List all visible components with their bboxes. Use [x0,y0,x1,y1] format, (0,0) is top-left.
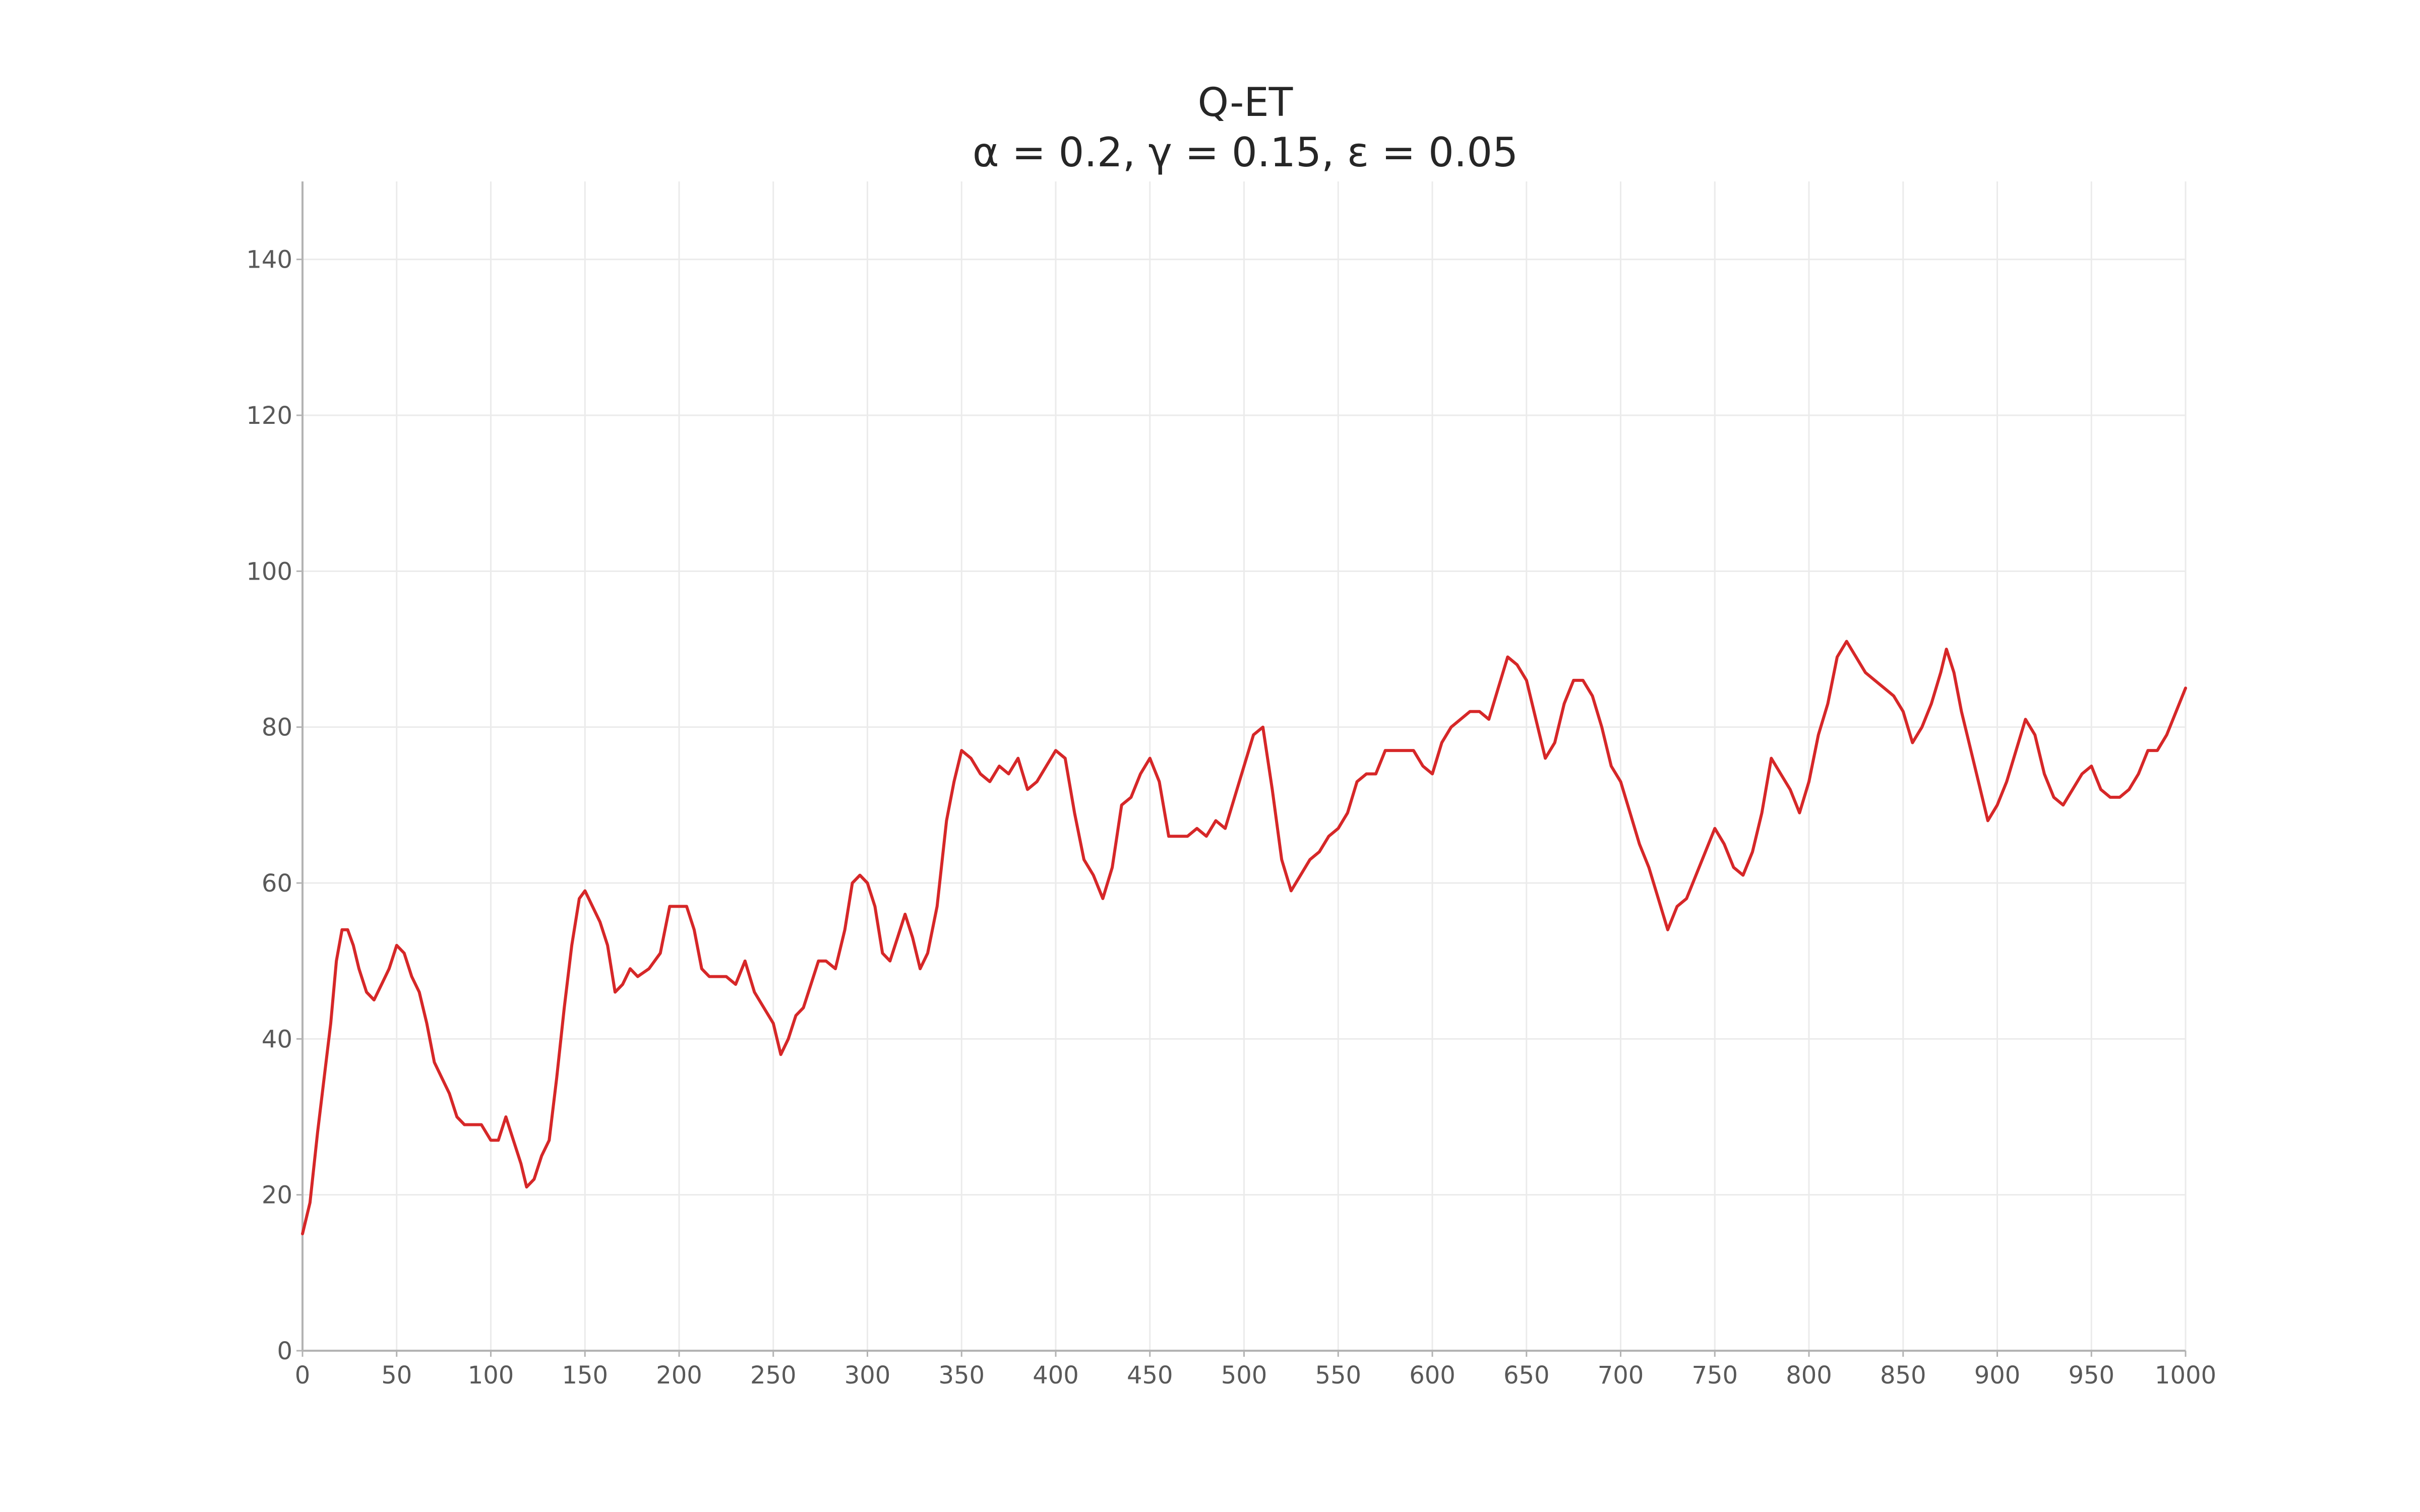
x-tick-label: 800 [1786,1361,1832,1390]
chart-subtitle: α = 0.2, γ = 0.15, ε = 0.05 [973,129,1518,176]
x-tick-label: 650 [1503,1361,1550,1390]
y-tick-label: 80 [262,714,292,742]
x-tick-label: 750 [1691,1361,1738,1390]
series-group [301,640,2187,1235]
y-tick-label: 0 [277,1337,292,1365]
y-tick-label: 40 [262,1025,292,1053]
series-line [301,640,2187,1235]
x-tick-label: 100 [468,1361,514,1390]
x-tick-label: 350 [938,1361,985,1390]
x-tick-label: 900 [1974,1361,2021,1390]
tick-labels: 0 50 100 150 200 250 300 350 400 450 500 550 600 650 7… [246,246,2216,1390]
x-tick-label: 450 [1127,1361,1173,1390]
x-tick-label: 500 [1221,1361,1267,1390]
x-tick-label: 150 [562,1361,608,1390]
y-tick-label: 60 [262,869,292,898]
y-tick-label: 140 [246,246,292,274]
x-tick-label: 700 [1598,1361,1644,1390]
y-tick-label: 120 [246,402,292,430]
chart-title: Q-ET [1198,80,1293,125]
y-tick-label: 100 [246,557,292,586]
x-tick-label: 600 [1409,1361,1456,1390]
x-tick-label: 0 [295,1361,311,1390]
x-tick-label: 250 [750,1361,797,1390]
x-tick-label: 400 [1033,1361,1079,1390]
x-tick-label: 550 [1315,1361,1361,1390]
grid [301,181,2187,1351]
x-tick-label: 850 [1880,1361,1926,1390]
x-tick-label: 300 [844,1361,891,1390]
x-tick-label: 50 [381,1361,412,1390]
y-tick-label: 20 [262,1181,292,1210]
x-tick-label: 200 [656,1361,702,1390]
x-tick-label: 950 [2068,1361,2114,1390]
x-tick-label: 1000 [2155,1361,2216,1390]
